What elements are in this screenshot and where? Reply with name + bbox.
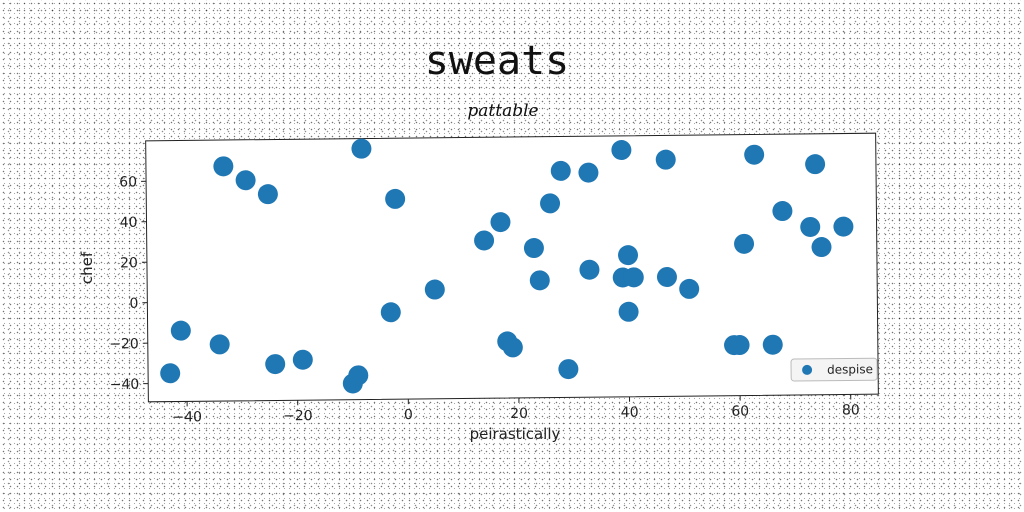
data-points (160, 138, 854, 394)
x-tick-label: 20 (510, 406, 528, 422)
y-tick-label: 0 (129, 296, 138, 312)
chart-subtitle: pattable (467, 101, 538, 121)
data-point (558, 359, 579, 380)
plot-area: −40 −20 0 20 40 60 80 −40 −20 0 20 40 60 despise (109, 132, 879, 426)
data-point (292, 349, 313, 370)
y-tick-label: 40 (120, 215, 138, 231)
chart-title: sweats (425, 38, 570, 84)
data-point (160, 363, 181, 384)
data-point (833, 216, 854, 237)
x-tick-label: 0 (404, 407, 413, 423)
y-axis-label: chef (78, 251, 96, 284)
data-point (213, 156, 234, 177)
data-point (655, 149, 676, 170)
data-point (529, 270, 550, 291)
data-point (729, 335, 750, 356)
data-point (578, 162, 599, 183)
data-point (351, 138, 372, 159)
data-point (623, 267, 644, 288)
data-point (611, 140, 632, 161)
axis-ticks: −40 −20 0 20 40 60 80 −40 −20 0 20 40 60 (109, 174, 860, 425)
data-point (762, 334, 783, 355)
data-point (385, 188, 406, 209)
data-point (656, 267, 677, 288)
data-point (170, 320, 191, 341)
data-point (348, 365, 369, 386)
legend-box (790, 357, 878, 382)
data-point (209, 334, 230, 355)
y-tick-label: 20 (120, 255, 138, 271)
data-point (380, 302, 401, 323)
data-point (744, 144, 765, 165)
x-tick-label: 40 (621, 405, 639, 421)
data-point (540, 193, 561, 214)
data-point (805, 154, 826, 175)
x-tick-label: 80 (842, 402, 860, 418)
data-point (257, 184, 278, 205)
x-axis-label: peirastically (470, 425, 561, 443)
data-point (811, 237, 832, 258)
legend-label: despise (827, 362, 873, 376)
data-point (734, 233, 755, 254)
data-point (523, 238, 544, 259)
data-point (618, 301, 639, 322)
data-point (424, 279, 445, 300)
data-point (772, 201, 793, 222)
y-tick-label: −20 (109, 336, 139, 352)
data-point (550, 160, 571, 181)
y-tick-label: 60 (119, 174, 137, 190)
data-point (618, 245, 639, 266)
data-point (679, 278, 700, 299)
data-point (235, 170, 256, 191)
x-tick-label: 60 (731, 404, 749, 420)
data-point (490, 212, 511, 233)
x-tick-label: −20 (283, 408, 313, 424)
legend: despise (790, 357, 878, 382)
data-point (579, 259, 600, 280)
x-tick-label: −40 (172, 409, 202, 425)
data-point (265, 354, 286, 375)
legend-marker (802, 364, 813, 375)
y-tick-label: −40 (110, 377, 140, 393)
data-point (474, 230, 495, 251)
data-point (502, 337, 523, 358)
data-point (800, 216, 821, 237)
plot-background (145, 132, 879, 403)
